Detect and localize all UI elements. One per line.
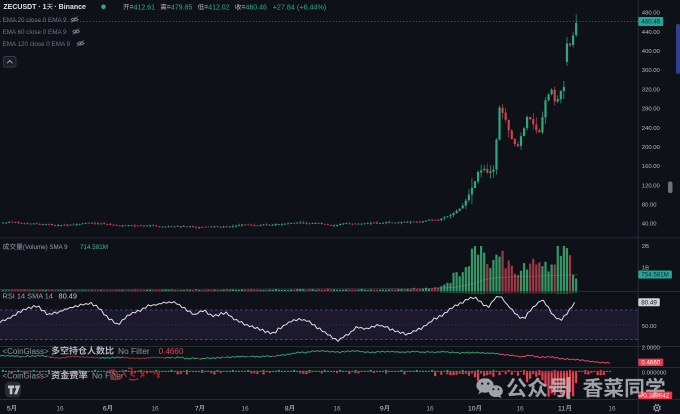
svg-text:No Filter: No Filter <box>92 371 124 381</box>
svg-text:480.00: 480.00 <box>642 11 661 17</box>
svg-text:10: 10 <box>468 405 476 412</box>
svg-text:=: = <box>241 4 245 11</box>
svg-text:80.49: 80.49 <box>641 300 657 307</box>
svg-text:RSI 14 SMA 14: RSI 14 SMA 14 <box>3 292 54 301</box>
svg-text:80.49: 80.49 <box>59 292 78 301</box>
svg-text:No Filter: No Filter <box>118 346 150 356</box>
svg-text:EMA 120 close 0 EMA 9: EMA 120 close 0 EMA 9 <box>3 41 71 48</box>
svg-text:8: 8 <box>285 405 289 412</box>
svg-text:320.00: 320.00 <box>642 87 661 93</box>
svg-text:460.46: 460.46 <box>641 19 660 26</box>
svg-text:50.00: 50.00 <box>642 324 657 330</box>
svg-text:200.00: 200.00 <box>642 145 661 151</box>
svg-text:16: 16 <box>516 405 524 412</box>
svg-text:16: 16 <box>56 405 64 412</box>
svg-text:0.4660: 0.4660 <box>641 360 660 367</box>
svg-text:0.4660: 0.4660 <box>159 347 184 356</box>
svg-text:11: 11 <box>558 405 565 412</box>
svg-text:5: 5 <box>7 405 11 412</box>
svg-text:9: 9 <box>380 405 384 412</box>
svg-text:360.00: 360.00 <box>642 68 661 74</box>
svg-text:240.00: 240.00 <box>642 126 661 132</box>
svg-text:16: 16 <box>333 405 341 412</box>
svg-text:16: 16 <box>241 405 249 412</box>
svg-text:=: = <box>167 4 171 11</box>
svg-text:2.0000: 2.0000 <box>642 345 661 351</box>
svg-text:16: 16 <box>608 405 616 412</box>
svg-text:1B: 1B <box>642 266 649 272</box>
svg-text:400.00: 400.00 <box>642 49 661 55</box>
svg-text:40.00: 40.00 <box>642 222 657 228</box>
svg-text:=: = <box>130 4 134 11</box>
svg-text:EMA 60 close 0 EMA 9: EMA 60 close 0 EMA 9 <box>3 29 68 36</box>
svg-text:440.00: 440.00 <box>642 30 661 36</box>
svg-text:714.581M: 714.581M <box>80 244 108 251</box>
svg-text:160.00: 160.00 <box>642 164 661 170</box>
svg-text:EMA 20 close 0 EMA 9: EMA 20 close 0 EMA 9 <box>3 17 68 24</box>
svg-text:2B: 2B <box>642 244 649 250</box>
svg-text:+27.84 (+6.44%): +27.84 (+6.44%) <box>273 2 327 11</box>
svg-text:460.46: 460.46 <box>246 4 268 11</box>
svg-text:120.00: 120.00 <box>642 183 661 189</box>
svg-text:7: 7 <box>195 405 199 412</box>
svg-text:80.00: 80.00 <box>642 202 657 208</box>
svg-text:280.00: 280.00 <box>642 107 661 113</box>
svg-text:16: 16 <box>426 405 434 412</box>
svg-text:ZECUSDT · 1: ZECUSDT · 1 <box>3 4 46 11</box>
svg-text:16: 16 <box>151 405 159 412</box>
svg-text:· Binance: · Binance <box>54 4 86 11</box>
svg-text:479.85: 479.85 <box>171 4 193 11</box>
svg-text:0.000000: 0.000000 <box>642 370 667 376</box>
svg-text:(Volume) SMA 9: (Volume) SMA 9 <box>23 244 68 251</box>
svg-text:6: 6 <box>103 405 107 412</box>
svg-text:412.02: 412.02 <box>208 4 230 11</box>
svg-text:754.581M: 754.581M <box>641 272 669 279</box>
svg-text:412.61: 412.61 <box>134 4 156 11</box>
svg-text:=: = <box>204 4 208 11</box>
svg-text:<CoinGlass>: <CoinGlass> <box>2 347 49 356</box>
svg-text:<CoinGlass>: <CoinGlass> <box>2 372 49 381</box>
